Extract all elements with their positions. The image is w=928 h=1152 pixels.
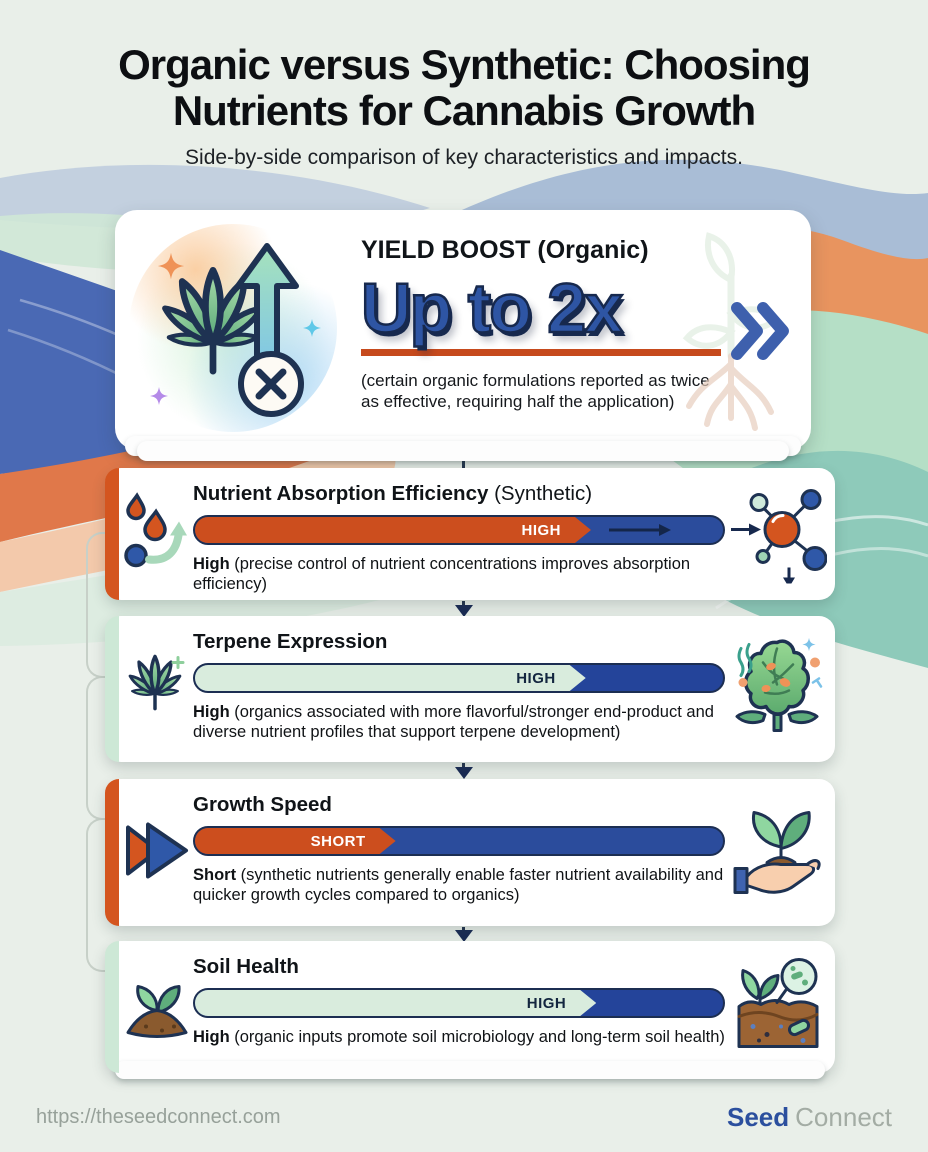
fast-forward-icon	[121, 819, 193, 886]
meter-fill: HIGH	[195, 990, 596, 1016]
double-chevron-icon	[729, 302, 793, 365]
meter-label: SHORT	[310, 832, 366, 850]
cannabis-bud-icon	[731, 635, 827, 744]
meter-label: HIGH	[516, 669, 556, 687]
card-title: Terpene Expression	[193, 630, 388, 653]
left-bracket-connector	[86, 818, 112, 972]
card-accent-stripe	[105, 941, 119, 1073]
nutrient-droplets-icon	[121, 490, 193, 579]
hero-caption: (certain organic formulations reported a…	[361, 371, 710, 412]
hero-underline	[361, 349, 721, 356]
sprout-soil-icon	[121, 969, 193, 1046]
cannabis-leaf-icon	[121, 648, 193, 731]
meter-label: HIGH	[526, 994, 567, 1012]
card-title: Soil Health	[193, 955, 299, 978]
meter-fill: HIGH	[195, 665, 586, 691]
card-description: High (organic inputs promote soil microb…	[193, 1028, 725, 1046]
page-title: Organic versus Synthetic: Choosing Nutri…	[118, 41, 811, 135]
hero-value: Up to 2x	[360, 269, 625, 347]
card-accent-stripe	[105, 468, 119, 600]
bar-arrow-icon	[608, 524, 671, 536]
card-accent-stripe	[105, 779, 119, 926]
hero-title: YIELD BOOST (Organic)	[361, 236, 649, 264]
meter-bar: HIGH	[193, 663, 725, 693]
meter-fill: SHORT	[195, 828, 396, 854]
card-description: Short (synthetic nutrients generally ena…	[193, 866, 724, 905]
connector-line	[462, 927, 465, 932]
meter-label: HIGH	[521, 521, 561, 539]
card-accent-stripe	[105, 616, 119, 762]
card-description: High (precise control of nutrient concen…	[193, 555, 691, 594]
connector-line	[462, 763, 465, 769]
page-subtitle: Side-by-side comparison of key character…	[185, 146, 743, 169]
card-title: Growth Speed	[193, 793, 332, 816]
hero-card-yield-boost: YIELD BOOST (Organic) Up to 2x (certain …	[115, 210, 811, 461]
connector-line	[462, 601, 465, 607]
plant-roots-watermark-icon	[653, 228, 803, 443]
card-title: Nutrient Absorption Efficiency (Syntheti…	[193, 482, 593, 505]
molecule-icon	[731, 480, 828, 589]
hand-seedling-icon	[731, 800, 827, 905]
card-nutrient-absorption: Nutrient Absorption Efficiency (Syntheti…	[105, 468, 835, 600]
down-arrow-icon	[455, 767, 473, 779]
soil-microbes-icon	[731, 955, 827, 1060]
down-arrow-icon	[455, 930, 473, 942]
card-terpene-expression: Terpene Expression HIGH High (organics a…	[105, 616, 835, 762]
meter-bar: SHORT	[193, 826, 725, 856]
card-soil-health: Soil Health HIGH High (organic inputs pr…	[105, 941, 835, 1079]
meter-bar: HIGH	[193, 515, 725, 545]
meter-bar: HIGH	[193, 988, 725, 1018]
footer-url: https://theseedconnect.com	[36, 1106, 281, 1128]
down-arrow-icon	[455, 605, 473, 617]
card-description: High (organics associated with more flav…	[193, 703, 714, 742]
brand-logo: Seed Connect	[727, 1102, 892, 1132]
meter-fill: HIGH	[195, 517, 591, 543]
card-growth-speed: Growth Speed SHORT Short (synthetic nutr…	[105, 779, 835, 926]
cannabis-leaf-growth-arrow-icon	[129, 224, 337, 432]
